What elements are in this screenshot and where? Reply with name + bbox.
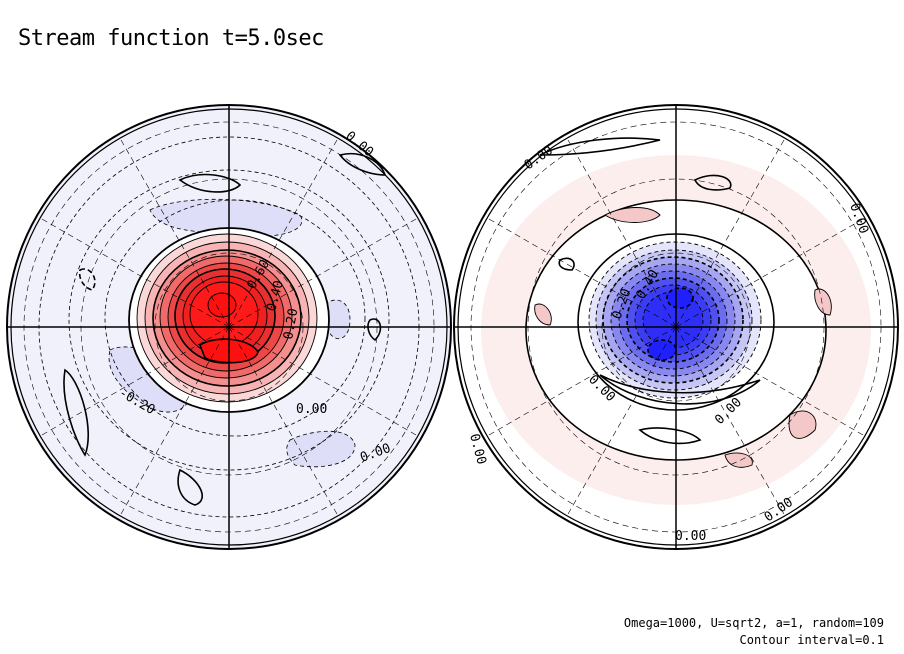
right-contour-zero (539, 137, 661, 156)
left-meridian (41, 326, 230, 436)
right-meridian (675, 326, 785, 515)
left-negative-blob (324, 299, 351, 340)
right-positive-blob (788, 410, 817, 439)
contour-interval-note: Contour interval=0.1 (739, 633, 885, 647)
left-meridian (120, 326, 230, 515)
right-meridian (675, 326, 864, 436)
left-contour-neg (78, 268, 96, 291)
left-contour-neg (104, 199, 366, 437)
right-contour-zero-rim (457, 108, 895, 546)
right-positive-blob (534, 303, 552, 326)
left-meridian (228, 326, 417, 436)
left-negative-blob (149, 198, 303, 237)
right-contour-zero (599, 374, 761, 405)
left-contour-zero (178, 173, 242, 193)
right-disk-field (454, 105, 898, 549)
left-contour-zero-rim (10, 108, 448, 546)
left-disk-rim (6, 104, 452, 550)
right-meridian (567, 139, 677, 328)
right-contour-neg-core (647, 339, 677, 361)
left-contour-label: 0.00 (296, 402, 327, 417)
right-meridian (675, 139, 785, 328)
right-disk: 0.00 0.00 0.20 0.40 0.00 0.00 0.00 0.00 … (453, 104, 899, 550)
right-meridian (567, 326, 677, 515)
right-contour-neg-core (666, 287, 694, 309)
left-contour-label: 0.20 (281, 307, 301, 340)
right-positive-blob (814, 288, 832, 316)
right-disk-rim (453, 104, 899, 550)
right-contour-zero (638, 427, 702, 445)
figure-title: Stream function t=5.0sec (18, 26, 324, 51)
right-meridian (675, 218, 864, 328)
right-positive-blob (724, 452, 753, 468)
left-negative-blob (286, 430, 356, 468)
left-contour-zero (63, 368, 89, 457)
right-meridian (488, 218, 677, 328)
left-meridian (41, 218, 230, 328)
left-contour-pos-core (207, 292, 237, 318)
right-contour-label: 0.00 (675, 529, 706, 544)
right-contour-zero (693, 174, 732, 191)
left-meridian (228, 326, 338, 515)
left-meridian (228, 218, 417, 328)
left-contour-zero (177, 468, 203, 506)
left-meridian (228, 139, 338, 328)
right-contour-zero (558, 257, 575, 271)
right-positive-blob (604, 207, 661, 223)
left-disk: 0.60 0.40 0.20 -0.20 0.00 0.00 0.00 (6, 104, 452, 550)
parameters-note: Omega=1000, U=sqrt2, a=1, random=109 (623, 616, 884, 630)
left-meridian (120, 139, 230, 328)
right-meridian (488, 326, 677, 436)
